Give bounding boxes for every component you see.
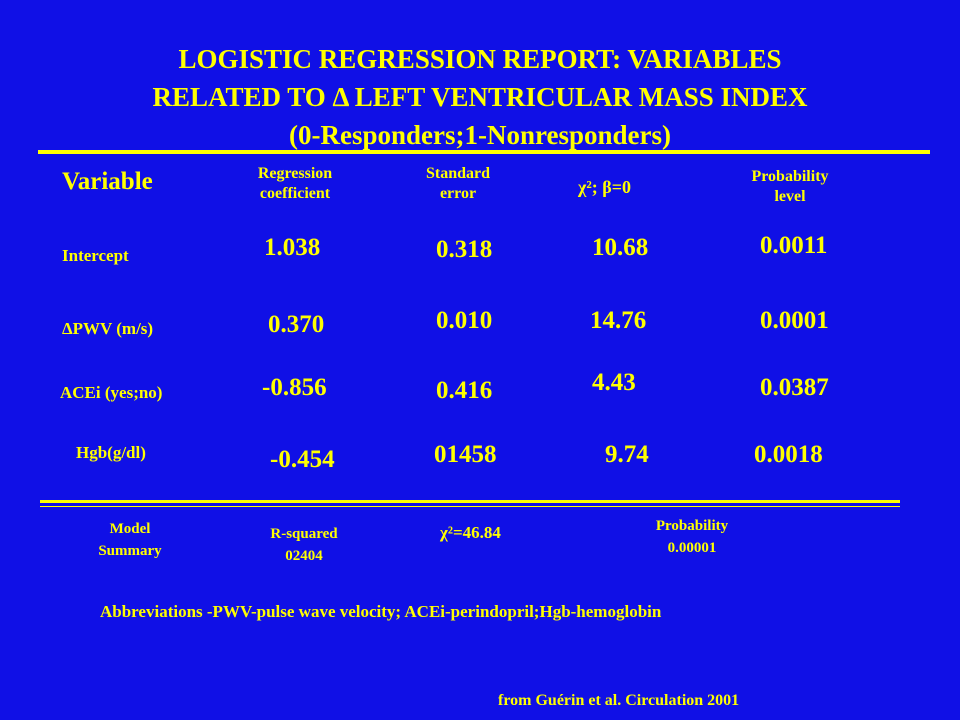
summary-prob-line-2: 0.00001 [667,540,717,556]
summary-probability: Probability 0.00001 [637,515,747,559]
row-coef-intercept: 1.038 [264,234,321,261]
row-prob-dpwv: 0.0001 [760,307,829,334]
header-regression-coefficient: Regression coefficient [240,164,350,204]
row-prob-intercept: 0.0011 [760,232,828,259]
source-citation: from Guérin et al. Circulation 2001 [498,692,740,709]
summary-label-line-1: Model [109,521,151,537]
header-prob-line-2: level [774,188,806,205]
summary-rsq-line-1: R-squared [270,526,338,542]
row-label-hgb: Hgb(g/dl) [76,443,146,462]
header-prob-line-1: Probability [751,168,829,185]
title-line-2: RELATED TO Δ LEFT VENTRICULAR MASS INDEX [152,82,808,112]
header-standard-error: Standard error [408,164,508,204]
abbreviations-note: Abbreviations -PWV-pulse wave velocity; … [100,602,662,621]
row-label-acei: ACEi (yes;no) [60,383,163,402]
summary-label-line-2: Summary [98,543,162,559]
row-coef-acei: -0.856 [262,374,327,401]
header-variable: Variable [62,168,153,195]
row-se-intercept: 0.318 [436,236,493,263]
slide-title: LOGISTIC REGRESSION REPORT: VARIABLES RE… [0,40,960,154]
row-coef-dpwv: 0.370 [268,311,325,338]
summary-divider-thin [40,506,900,507]
row-prob-hgb: 0.0018 [754,441,823,468]
title-line-3: (0-Responders;1-Nonresponders) [289,120,671,150]
title-line-1: LOGISTIC REGRESSION REPORT: VARIABLES [178,44,782,74]
row-chi-dpwv: 14.76 [590,307,647,334]
summary-divider [40,500,900,503]
summary-label: Model Summary [80,518,180,562]
header-probability-level: Probability level [735,167,845,207]
row-prob-acei: 0.0387 [760,374,829,401]
row-se-acei: 0.416 [436,377,493,404]
row-label-intercept: Intercept [62,246,129,265]
row-chi-acei: 4.43 [592,369,636,396]
summary-rsq-line-2: 02404 [285,548,323,564]
header-coef-line-2: coefficient [259,185,331,202]
summary-r-squared: R-squared 02404 [252,523,356,567]
header-se-line-1: Standard [425,165,491,182]
row-chi-intercept: 10.68 [592,234,649,261]
row-chi-hgb: 9.74 [605,441,649,468]
header-chi-square: χ²; β=0 [578,177,631,197]
row-se-dpwv: 0.010 [436,307,493,334]
row-label-dpwv: ΔPWV (m/s) [62,319,154,338]
top-divider [38,150,930,154]
header-se-line-2: error [439,185,477,202]
summary-chi-square: χ²=46.84 [440,523,501,542]
row-coef-hgb: -0.454 [270,446,335,473]
row-se-hgb: 01458 [434,441,497,468]
header-coef-line-1: Regression [257,165,333,182]
summary-prob-line-1: Probability [655,518,729,534]
